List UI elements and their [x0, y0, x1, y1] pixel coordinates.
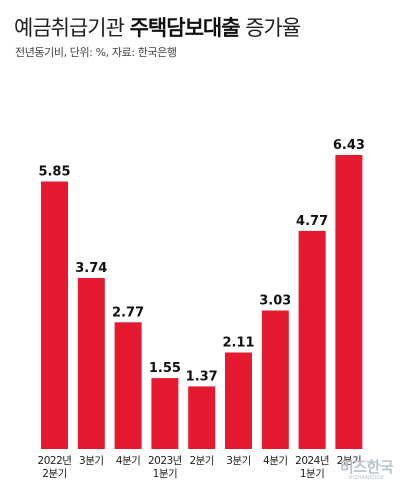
data-label-1: 3.74: [75, 261, 107, 276]
title-regular: 예금취급기관: [14, 16, 130, 40]
chart-subtitle: 전년동기비, 단위: %, 자료: 한국은행: [15, 46, 177, 59]
x-tick-label-1-0: 3분기: [79, 455, 104, 467]
x-tick-label-7-0: 2024년: [295, 455, 329, 467]
title-suffix: 증가율: [239, 16, 301, 40]
data-label-5: 2.11: [222, 336, 254, 351]
bar-5: [225, 352, 252, 449]
bar-0: [41, 181, 68, 449]
x-tick-label-3-0: 2023년: [148, 455, 182, 467]
data-label-0: 5.85: [38, 165, 70, 180]
x-tick-label-6-0: 4분기: [263, 455, 288, 467]
chart-title: 예금취급기관 주택담보대출 증가율: [14, 12, 301, 42]
x-tick-label-2-0: 4분기: [116, 455, 141, 467]
x-tick-label-7-1: 1분기: [300, 468, 325, 480]
x-tick-label-0-0: 2022년: [38, 455, 72, 467]
bar-4: [188, 386, 216, 449]
bar-8: [335, 155, 363, 449]
x-tick-label-8-0: 2분기: [337, 455, 362, 467]
watermark-main: 비즈한국: [340, 458, 394, 476]
x-tick-label-3-1: 1분기: [153, 468, 178, 480]
data-label-4: 1.37: [186, 369, 218, 384]
x-tick-label-5-0: 3분기: [226, 455, 251, 467]
x-tick-label-0-1: 2분기: [42, 468, 67, 480]
x-tick-label-4-0: 2분기: [189, 455, 214, 467]
bar-1: [77, 278, 105, 449]
bar-7: [298, 230, 326, 449]
bar-2: [114, 322, 142, 449]
title-bold: 주택담보대출: [129, 16, 241, 40]
data-label-7: 4.77: [296, 214, 328, 229]
bar-3: [151, 378, 179, 449]
data-label-8: 6.43: [333, 138, 365, 153]
data-label-2: 2.77: [112, 305, 144, 320]
bar-6: [261, 310, 289, 449]
watermark-logo: 비즈한국 BIZHANKOOK: [340, 456, 394, 481]
data-label-3: 1.55: [149, 361, 181, 376]
watermark-sub: BIZHANKOOK: [348, 475, 385, 481]
data-label-6: 3.03: [259, 294, 291, 309]
